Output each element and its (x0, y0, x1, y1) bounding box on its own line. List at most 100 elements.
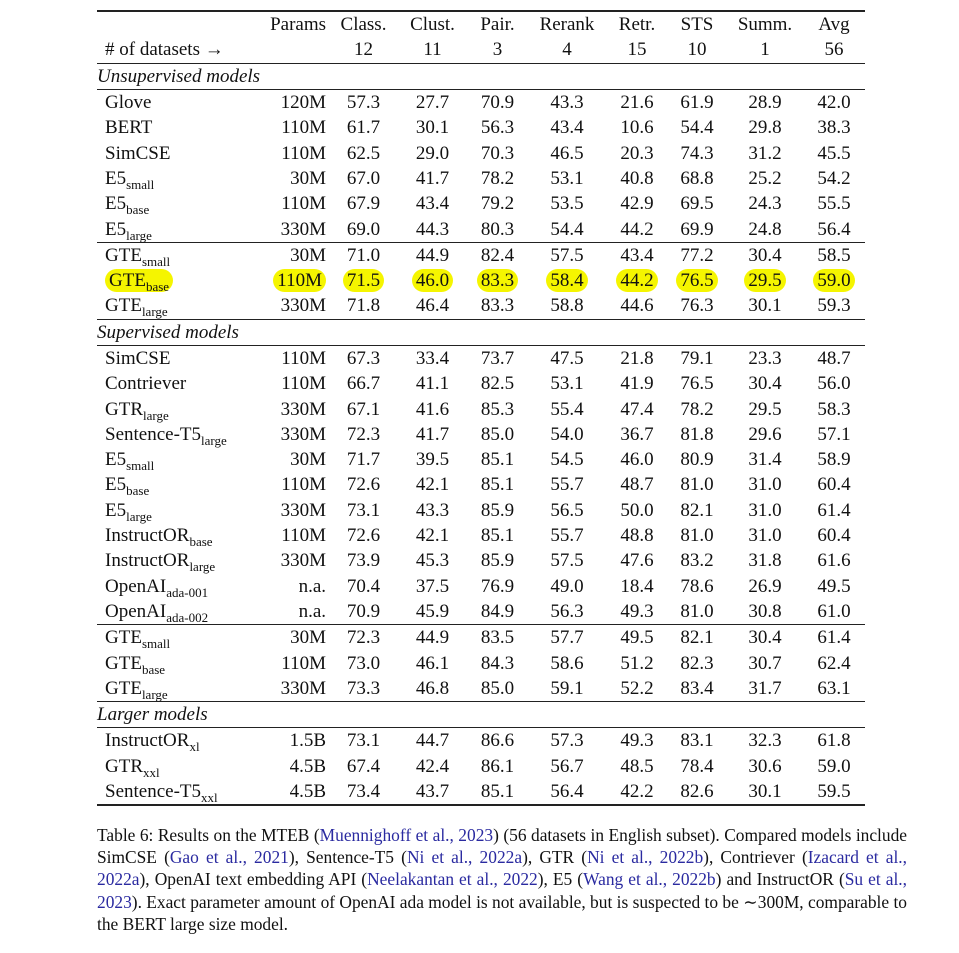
score-cell: 59.0 (803, 268, 865, 293)
model-size-subscript: large (126, 227, 152, 243)
params-value: 30M (290, 167, 326, 189)
score-cell: 55.5 (803, 191, 865, 216)
citation-link[interactable]: Muennighoff et al., 2023 (319, 825, 494, 845)
score-value: 79.1 (680, 348, 714, 369)
score-value: 48.5 (620, 755, 654, 777)
score-value: 67.4 (346, 755, 381, 777)
model-name-text: E5base (105, 193, 149, 216)
model-base-name: GTE (105, 295, 142, 317)
score-value: 73.1 (346, 499, 381, 521)
score-value: 56.5 (550, 499, 584, 521)
model-size-subscript: xxl (143, 764, 160, 780)
score-cell: 54.4 (667, 115, 727, 140)
header-row: Params Class. Clust. Pair. Rerank Retr. STS Sum… (97, 9, 865, 38)
score-cell: 71.0 (330, 241, 397, 268)
score-value: 38.3 (817, 117, 851, 139)
score-cell: 30.1 (727, 778, 803, 807)
score-value: 82.1 (680, 627, 714, 649)
citation-link[interactable]: Ni et al., 2022b (587, 847, 704, 868)
score-value: 61.6 (817, 550, 851, 572)
score-cell: 56.3 (468, 115, 527, 140)
model-base-name: GTE (105, 244, 142, 266)
params-cell: 30M (250, 447, 330, 472)
score-cell: 83.4 (667, 676, 727, 702)
model-base-name: E5 (105, 499, 127, 521)
citation-link[interactable]: Ni et al., 2022a (406, 847, 523, 868)
model-name: GTRlarge (97, 396, 250, 422)
model-base-name: GTR (105, 398, 143, 420)
model-name-text: GTElarge (105, 295, 168, 318)
citation-link[interactable]: Su et al., 2023 (97, 869, 907, 912)
table-row: GTRlarge 330M 67.1 41.6 85.3 55.4 47.4 78.2 29.5… (97, 396, 865, 422)
score-value: 61.4 (817, 627, 851, 649)
score-cell: 48.8 (607, 523, 667, 548)
score-value: 30.7 (748, 652, 782, 674)
score-value: 57.3 (550, 730, 584, 752)
score-value: 41.6 (415, 398, 450, 420)
score-value: 83.3 (476, 269, 519, 293)
model-name: Glove (97, 88, 250, 116)
score-value: 66.7 (346, 373, 381, 395)
score-value: 44.9 (415, 627, 450, 649)
params-value: 110M (281, 474, 326, 496)
model-name: Contriever (97, 371, 250, 396)
score-cell: 73.7 (468, 344, 527, 372)
model-name-text: OpenAIada-001 (105, 576, 208, 599)
score-value: 48.7 (817, 348, 851, 369)
column-header: 4 (562, 39, 572, 61)
score-cell: 85.3 (468, 396, 527, 421)
score-cell: 61.4 (803, 624, 865, 651)
params-value: 330M (280, 550, 326, 572)
model-base-name: Glove (105, 92, 152, 114)
column-header: 11 (423, 39, 442, 61)
score-value: 54.0 (550, 423, 584, 445)
score-value: 50.0 (620, 499, 654, 521)
score-cell: 67.4 (330, 754, 397, 779)
section-label: Larger models (97, 701, 865, 728)
score-cell: 38.3 (803, 115, 865, 140)
score-value: 59.0 (813, 269, 855, 293)
score-value: 30.4 (748, 373, 782, 395)
score-value: 73.3 (346, 677, 381, 699)
score-cell: 30.6 (727, 754, 803, 779)
score-cell: 83.3 (468, 293, 527, 319)
score-cell: 41.9 (607, 371, 667, 396)
score-value: 67.3 (346, 348, 381, 369)
score-cell: 74.3 (667, 140, 727, 165)
model-name: InstructORxl (97, 727, 250, 754)
score-value: 72.6 (346, 474, 381, 496)
params-value: 330M (280, 398, 326, 420)
score-cell: 82.3 (667, 650, 727, 675)
params-value: 4.5B (289, 755, 326, 777)
model-size-subscript: small (141, 253, 171, 269)
citation-link[interactable]: Gao et al., 2021 (169, 847, 289, 868)
score-cell: 31.7 (727, 676, 803, 702)
params-cell: 110M (250, 140, 330, 165)
table-row: E5base 110M 72.6 42.1 85.1 55.7 48.7 81.0 31.0 60… (97, 472, 865, 497)
score-value: 69.0 (346, 218, 381, 240)
citation-link[interactable]: Wang et al., 2022b (583, 869, 716, 890)
score-value: 45.9 (415, 600, 450, 622)
citation-link[interactable]: Neelakantan et al., 2022 (367, 869, 538, 890)
score-cell: 73.1 (330, 727, 397, 754)
score-cell: 43.4 (527, 115, 607, 140)
score-value: 30.4 (748, 244, 782, 266)
model-name-text: Glove (105, 92, 151, 113)
column-header: Class. (330, 9, 397, 38)
model-name: E5small (97, 447, 250, 472)
score-value: 45.5 (817, 142, 851, 164)
params-cell: 330M (250, 422, 330, 447)
params-cell: 110M (250, 650, 330, 675)
score-cell: 51.2 (607, 650, 667, 675)
score-cell: 29.0 (397, 140, 468, 165)
score-cell: 47.5 (527, 344, 607, 372)
table-row: Sentence-T5xxl 4.5B 73.4 43.7 85.1 56.4 42.2 82… (97, 778, 865, 807)
table-row: InstructORbase 110M 72.6 42.1 85.1 55.7 48.8 81… (97, 523, 865, 548)
score-cell: 79.1 (667, 344, 727, 372)
score-value: 86.1 (480, 755, 515, 777)
score-cell: 85.1 (468, 523, 527, 548)
score-value: 21.6 (620, 92, 654, 114)
caption-text: ) (56 datasets in English subset). Compa… (97, 825, 908, 868)
section-label: Supervised models (97, 318, 865, 346)
citation-link[interactable]: Izacard et al., 2022a (97, 847, 907, 890)
